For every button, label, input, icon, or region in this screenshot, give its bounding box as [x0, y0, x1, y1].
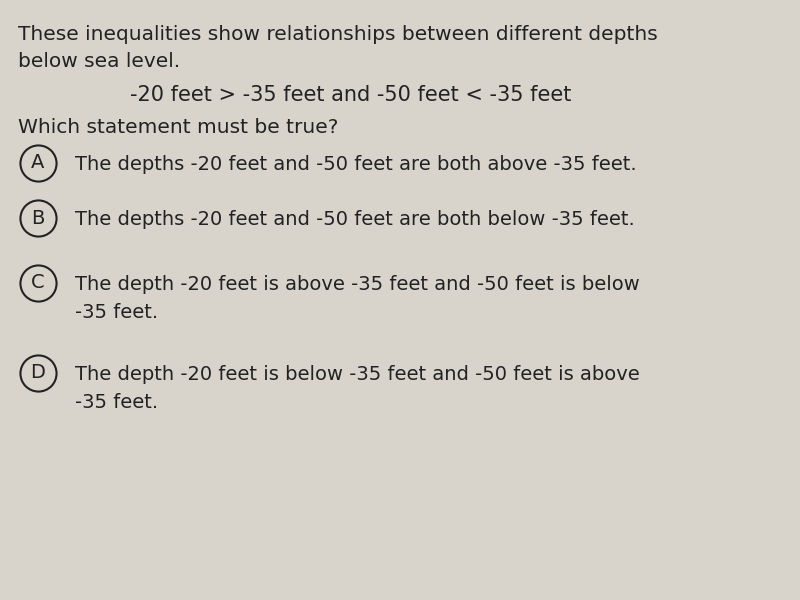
Text: The depth -20 feet is below -35 feet and -50 feet is above: The depth -20 feet is below -35 feet and…: [75, 365, 640, 384]
Text: The depths -20 feet and -50 feet are both below -35 feet.: The depths -20 feet and -50 feet are bot…: [75, 210, 634, 229]
Text: -35 feet.: -35 feet.: [75, 303, 158, 322]
Text: A: A: [31, 154, 45, 173]
Text: The depths -20 feet and -50 feet are both above -35 feet.: The depths -20 feet and -50 feet are bot…: [75, 155, 637, 174]
Text: Which statement must be true?: Which statement must be true?: [18, 118, 338, 137]
Text: These inequalities show relationships between different depths: These inequalities show relationships be…: [18, 25, 658, 44]
Text: -35 feet.: -35 feet.: [75, 393, 158, 412]
Text: The depth -20 feet is above -35 feet and -50 feet is below: The depth -20 feet is above -35 feet and…: [75, 275, 640, 294]
Text: below sea level.: below sea level.: [18, 52, 180, 71]
Text: B: B: [31, 208, 45, 227]
Text: C: C: [31, 274, 45, 292]
Text: -20 feet > -35 feet and -50 feet < -35 feet: -20 feet > -35 feet and -50 feet < -35 f…: [130, 85, 571, 105]
Text: D: D: [30, 364, 46, 383]
